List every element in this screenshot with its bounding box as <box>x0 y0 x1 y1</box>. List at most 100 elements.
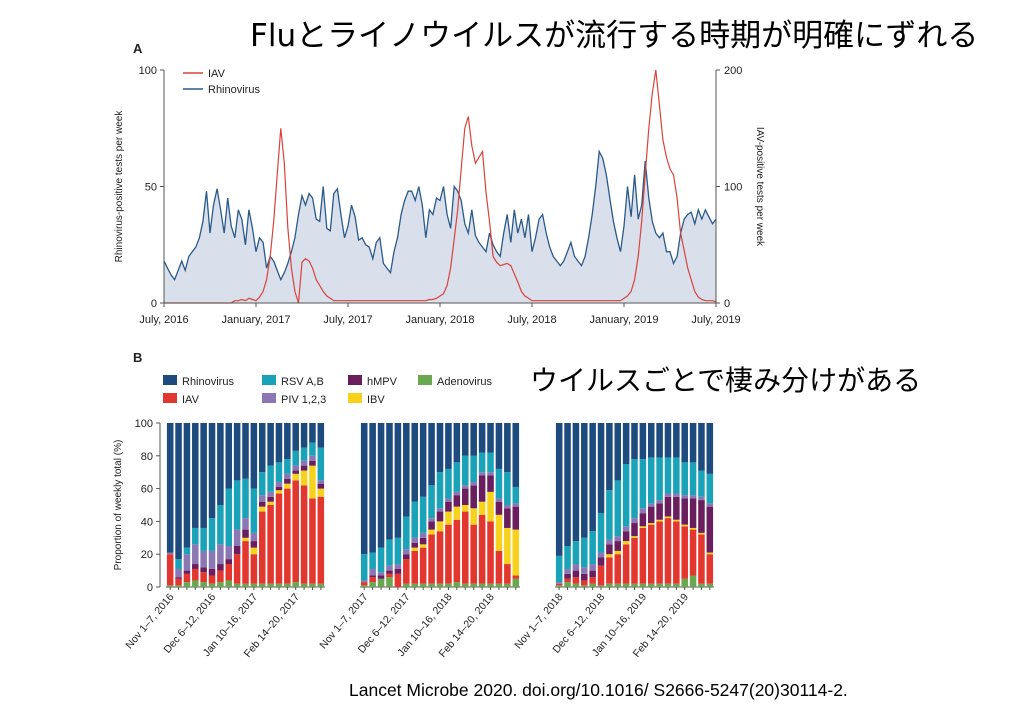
bar-segment-iav <box>572 577 580 584</box>
bar-segment-ibv <box>258 506 266 512</box>
bar-segment-iav <box>698 534 705 584</box>
bar-segment-rhinovirus <box>267 423 274 466</box>
bar-segment-rsv <box>369 552 376 569</box>
bar-segment-rhinovirus <box>487 423 494 453</box>
bar-segment-iav <box>614 554 622 584</box>
bar-segment-iav <box>622 544 630 584</box>
bar-segment-piv <box>300 460 308 466</box>
bar-segment-rsv <box>572 541 580 565</box>
bar-segment-iav <box>647 524 655 584</box>
bar-segment-rhinovirus <box>631 423 638 460</box>
bar-segment-adenovirus <box>419 583 427 587</box>
bar-segment-adenovirus <box>217 582 224 587</box>
x-tick-label: January, 2017 <box>222 314 291 326</box>
bar-segment-iav <box>581 580 588 586</box>
bar-segment-rsv <box>208 518 216 551</box>
bar-segment-piv <box>208 550 216 569</box>
bar-segment-iav <box>470 524 477 584</box>
bar-segment-iav <box>292 480 299 583</box>
bar-segment-hmpv <box>606 544 613 555</box>
bar-segment-rsv <box>589 531 596 565</box>
panel-b-y-tick-label: 80 <box>141 451 153 463</box>
bar-segment-rsv <box>317 447 325 481</box>
bar-segment-rhinovirus <box>360 423 368 555</box>
bar-segment-adenovirus <box>175 585 182 587</box>
bar-segment-piv <box>470 482 477 486</box>
bar-segment-hmpv <box>597 557 605 566</box>
bar-segment-hmpv <box>192 564 199 569</box>
bar-segment-rhinovirus <box>470 423 477 456</box>
bar-segment-rsv <box>386 539 393 566</box>
bar-segment-iav <box>284 488 291 584</box>
bar-segment-adenovirus <box>360 585 368 587</box>
bar-segment-piv <box>233 529 241 546</box>
bar-segment-rsv <box>706 473 714 504</box>
panel-a-label: A <box>133 41 143 56</box>
bar-segment-rhinovirus <box>411 423 419 502</box>
bar-segment-iav <box>512 575 520 579</box>
bar-segment-rsv <box>555 555 563 583</box>
bar-segment-hmpv <box>292 470 299 474</box>
bar-segment-piv <box>217 544 224 565</box>
bar-segment-adenovirus <box>647 583 655 587</box>
legend-swatch-hmpv <box>348 375 362 385</box>
bar-segment-iav <box>606 557 613 584</box>
bar-segment-iav <box>267 505 274 584</box>
slide-title: Fluとライノウイルスが流行する時期が明確にずれる <box>250 18 979 54</box>
bar-segment-adenovirus <box>267 583 274 587</box>
bar-segment-adenovirus <box>386 577 393 587</box>
bar-segment-rsv <box>377 547 385 573</box>
bar-segment-piv <box>555 582 563 584</box>
bar-segment-rhinovirus <box>445 423 452 469</box>
bar-segment-rhinovirus <box>436 423 444 473</box>
right-y-tick-label: 200 <box>724 65 742 77</box>
bar-segment-rsv <box>175 559 182 569</box>
bar-segment-adenovirus <box>428 583 435 587</box>
bar-segment-rsv <box>300 447 308 461</box>
bar-segment-rsv <box>495 468 503 499</box>
bar-segment-rsv <box>664 457 672 494</box>
bar-segment-rhinovirus <box>581 423 588 538</box>
bar-segment-rhinovirus <box>175 423 182 560</box>
bar-segment-rhinovirus <box>309 423 316 443</box>
bar-segment-iav <box>631 537 638 584</box>
bar-segment-piv <box>275 482 283 487</box>
bar-segment-piv <box>411 537 419 543</box>
panel-b-y-tick-label: 40 <box>141 516 153 528</box>
bar-segment-hmpv <box>275 486 283 491</box>
bar-segment-hmpv <box>631 523 638 537</box>
bar-segment-adenovirus <box>681 578 688 587</box>
bar-segment-hmpv <box>589 570 596 578</box>
bar-segment-iav <box>564 578 571 583</box>
bar-segment-piv <box>461 485 469 489</box>
bar-segment-rsv <box>360 554 368 581</box>
bar-segment-adenovirus <box>292 582 299 587</box>
bar-segment-iav <box>300 485 308 584</box>
legend-swatch-rsv <box>262 375 276 385</box>
bar-segment-piv <box>589 564 596 571</box>
bar-segment-rhinovirus <box>504 423 511 473</box>
bar-segment-iav <box>175 578 182 586</box>
bar-segment-iav <box>656 521 663 584</box>
bar-segment-adenovirus <box>200 582 207 587</box>
bar-segment-adenovirus <box>478 583 486 587</box>
bar-segment-piv <box>581 567 588 574</box>
bar-segment-adenovirus <box>183 582 191 587</box>
bar-segment-rhinovirus <box>614 423 622 481</box>
bar-segment-rhinovirus <box>166 423 174 553</box>
bar-segment-iav <box>597 565 605 586</box>
bar-segment-piv <box>597 552 605 558</box>
bar-segment-rsv <box>233 480 241 530</box>
bar-segment-rhinovirus <box>681 423 688 463</box>
bar-segment-rsv <box>512 486 520 504</box>
bar-segment-rhinovirus <box>200 423 207 528</box>
bar-segment-ibv <box>436 521 444 532</box>
bar-segment-rsv <box>681 462 688 496</box>
bar-segment-iav <box>386 573 393 578</box>
bar-segment-adenovirus <box>369 582 376 587</box>
bar-segment-rhinovirus <box>284 423 291 460</box>
bar-segment-piv <box>689 495 697 499</box>
bar-segment-iav <box>411 550 419 584</box>
bar-segment-ibv <box>631 536 638 538</box>
